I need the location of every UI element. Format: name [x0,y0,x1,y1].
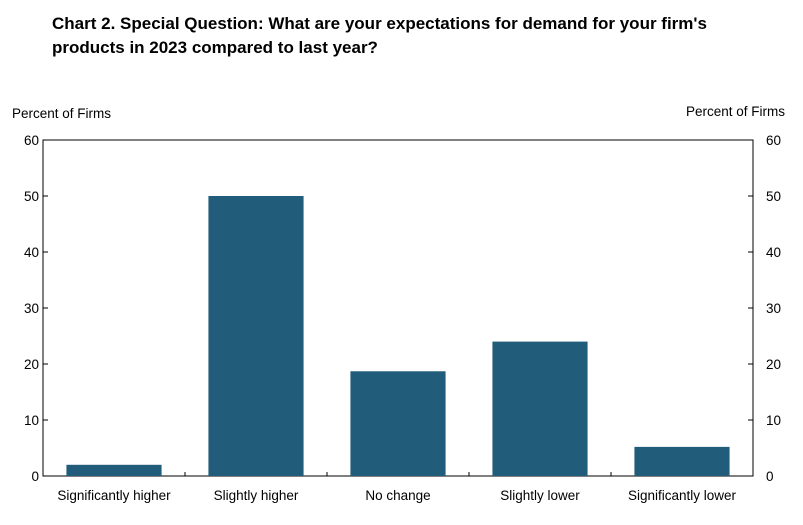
x-tick-label: Slightly lower [500,488,580,503]
y-axis-left: 0 10 20 30 40 50 60 [24,133,48,484]
bar-slightly-lower [492,341,588,476]
y-tick-label-left: 20 [24,357,39,372]
y-tick-label-right: 30 [766,301,781,316]
y-tick-label-right: 40 [766,245,781,260]
y-tick-label-right: 20 [766,357,781,372]
bar-no-change [350,371,446,476]
y-axis-label-right: Percent of Firms [686,104,785,119]
x-tick-label: Significantly lower [628,488,737,503]
y-tick-label-left: 40 [24,245,39,260]
chart-title: Chart 2. Special Question: What are your… [52,14,707,57]
y-tick-label-left: 0 [31,469,39,484]
bars [66,196,730,476]
x-tick-label: Significantly higher [57,488,171,503]
x-tick-label: No change [365,488,430,503]
y-tick-label-left: 30 [24,301,39,316]
y-axis-label-left: Percent of Firms [12,106,111,121]
bar-significantly-higher [66,464,162,476]
bar-significantly-lower [634,446,730,476]
y-tick-label-right: 0 [766,469,774,484]
bar-slightly-higher [208,196,304,476]
y-tick-label-left: 60 [24,133,39,148]
x-tick-label: Slightly higher [214,488,299,503]
y-tick-label-left: 50 [24,189,39,204]
y-axis-right: 0 10 20 30 40 50 60 [748,133,781,484]
y-tick-label-left: 10 [24,413,39,428]
y-tick-label-right: 60 [766,133,781,148]
x-axis: Significantly higher Slightly higher No ch… [57,472,737,503]
y-tick-label-right: 50 [766,189,781,204]
y-tick-label-right: 10 [766,413,781,428]
